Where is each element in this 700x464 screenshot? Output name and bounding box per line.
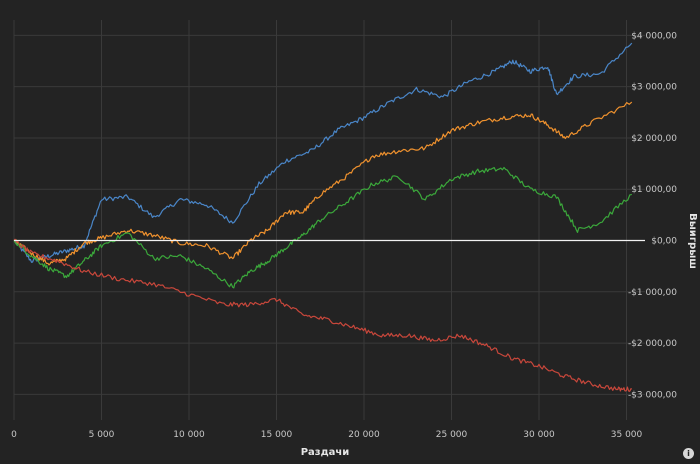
y-tick-label: $2 000,00 (631, 134, 677, 144)
x-axis-title: Раздачи (301, 447, 350, 458)
y-tick-label: $0,00 (651, 237, 677, 247)
y-axis-ticks: $4 000,00 $3 000,00 $2 000,00 $1 000,00 $0,0… (628, 31, 677, 400)
x-axis-ticks: 0 5 000 10 000 15 000 20 000 25 000 30 000 35 0… (11, 430, 642, 440)
x-tick-label: 5 000 (89, 430, 115, 440)
series-line-2 (13, 101, 633, 266)
y-tick-label: $1 000,00 (631, 185, 677, 195)
info-icon[interactable]: i (683, 448, 694, 459)
x-tick-label: 10 000 (173, 430, 205, 440)
x-tick-label: 20 000 (348, 430, 380, 440)
x-tick-label: 35 000 (611, 430, 643, 440)
x-tick-label: 15 000 (261, 430, 293, 440)
x-tick-label: 25 000 (436, 430, 468, 440)
y-tick-label: $4 000,00 (631, 31, 677, 41)
y-tick-label: $3 000,00 (631, 83, 677, 93)
y-tick-label: -$2 000,00 (628, 339, 677, 349)
series-line-4 (13, 238, 633, 393)
series-lines (13, 42, 633, 393)
series-line-3 (13, 166, 632, 289)
y-tick-label: -$1 000,00 (628, 288, 677, 298)
grid-lines (13, 20, 645, 420)
x-tick-label: 0 (11, 430, 17, 440)
y-axis-title: Выигрыш (687, 213, 698, 269)
series-line-1 (13, 42, 633, 263)
x-tick-label: 30 000 (523, 430, 555, 440)
y-tick-label: -$3 000,00 (628, 390, 677, 400)
